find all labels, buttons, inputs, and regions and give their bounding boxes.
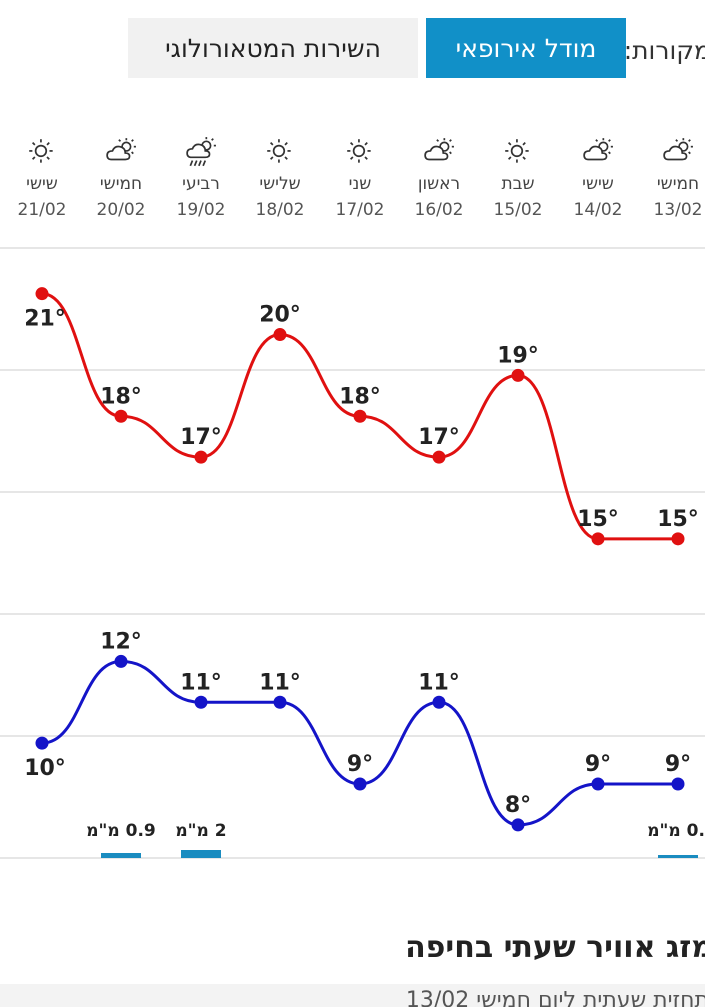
- day-column[interactable]: רביעי 19/02: [166, 130, 236, 220]
- day-date: 17/02: [335, 200, 385, 220]
- partly-cloudy-icon: [106, 138, 136, 161]
- min-temperature-label: 11°: [418, 670, 460, 695]
- min-temperature-point: [432, 695, 446, 709]
- max-temperature-point: [432, 450, 446, 464]
- min-temperature-point: [353, 777, 367, 791]
- min-temperature-point: [671, 777, 685, 791]
- max-temperature-label: 17°: [418, 425, 460, 450]
- day-column[interactable]: חמישי 13/02: [643, 130, 705, 220]
- day-column[interactable]: שישי 14/02: [563, 130, 633, 220]
- min-temperature-point: [194, 695, 208, 709]
- min-temperature-point: [114, 654, 128, 668]
- max-temperature-point: [591, 532, 605, 546]
- partly-cloudy-icon: [663, 138, 693, 161]
- max-temperature-label: 21°: [24, 307, 66, 332]
- day-name: שני: [348, 174, 372, 194]
- day-column[interactable]: שישי 21/02: [7, 130, 77, 220]
- day-date: 16/02: [414, 200, 464, 220]
- min-temperature-label: 9°: [665, 752, 691, 777]
- day-name: שישי: [582, 174, 614, 194]
- sources-label: מקורות:: [623, 36, 705, 65]
- day-date: 18/02: [255, 200, 305, 220]
- day-column[interactable]: שבת 15/02: [483, 130, 553, 220]
- max-temperature-point: [194, 450, 208, 464]
- day-name: שבת: [501, 174, 535, 194]
- min-temperature-point: [511, 818, 525, 832]
- sun-icon: [347, 139, 371, 163]
- rain-icon: [186, 137, 216, 167]
- max-temperature-label: 17°: [180, 425, 222, 450]
- precipitation-bar: [658, 855, 698, 858]
- max-temperature-label: 15°: [577, 507, 619, 532]
- day-name: חמישי: [656, 174, 700, 194]
- min-temperature-label: 10°: [24, 756, 66, 781]
- day-date: 15/02: [493, 200, 543, 220]
- max-temperature-point: [273, 328, 287, 342]
- precipitation-label: 2 מ"מ: [175, 821, 226, 841]
- min-temperature-line: [41, 659, 678, 827]
- sun-icon: [29, 139, 53, 163]
- day-name: רביעי: [182, 174, 220, 194]
- max-temperature-point: [35, 287, 49, 301]
- partly-cloudy-icon: [424, 138, 454, 161]
- min-temperature-label: 8°: [505, 793, 531, 818]
- sun-icon: [267, 139, 291, 163]
- min-temperature-point: [591, 777, 605, 791]
- day-date: 20/02: [96, 200, 146, 220]
- day-column[interactable]: שלישי 18/02: [245, 130, 315, 220]
- day-name: ראשון: [417, 174, 461, 194]
- day-name: שלישי: [259, 174, 301, 194]
- max-temperature-label: 20°: [259, 303, 301, 328]
- sun-icon: [505, 139, 529, 163]
- day-date: 21/02: [17, 200, 67, 220]
- min-temperature-point: [273, 695, 287, 709]
- day-date: 19/02: [176, 200, 226, 220]
- min-temperature-label: 11°: [180, 670, 222, 695]
- hourly-forecast-strip-label: תחזית שעתית ליום חמישי 13/02: [405, 988, 705, 1007]
- day-date: 13/02: [653, 200, 703, 220]
- partly-cloudy-icon: [583, 138, 613, 161]
- european-model-button[interactable]: מודל אירופאי: [426, 18, 626, 78]
- max-temperature-point: [114, 409, 128, 423]
- max-temperature-label: 15°: [657, 507, 699, 532]
- day-date: 14/02: [573, 200, 623, 220]
- precipitation-label: 0.9 מ"מ: [86, 821, 156, 841]
- min-temperature-label: 12°: [100, 629, 142, 654]
- hourly-forecast-strip[interactable]: תחזית שעתית ליום חמישי 13/02: [0, 984, 705, 1007]
- min-temperature-label: 11°: [259, 670, 301, 695]
- max-temperature-point: [671, 532, 685, 546]
- precipitation-bar: [181, 850, 221, 858]
- precipitation-bar: [101, 853, 141, 858]
- max-temperature-label: 18°: [100, 384, 142, 409]
- max-temperature-label: 18°: [339, 384, 381, 409]
- max-temperature-line: [41, 292, 678, 541]
- max-temperature-point: [511, 368, 525, 382]
- hourly-weather-title: מזג אוויר שעתי בחיפה: [405, 930, 705, 965]
- min-temperature-label: 9°: [585, 752, 611, 777]
- meteorological-service-button[interactable]: השירות המטאורולוגי: [128, 18, 418, 78]
- day-column[interactable]: שני 17/02: [325, 130, 395, 220]
- day-column[interactable]: חמישי 20/02: [86, 130, 156, 220]
- day-name: חמישי: [99, 174, 143, 194]
- min-temperature-point: [35, 736, 49, 750]
- temperature-chart: 15° 15° 19° 17° 18° 20° 17° 18° 21° 9° 9° 8° 11° 9° 11…: [0, 247, 705, 859]
- min-temperature-label: 9°: [347, 752, 373, 777]
- max-temperature-label: 19°: [497, 343, 539, 368]
- day-column[interactable]: ראשון 16/02: [404, 130, 474, 220]
- day-name: שישי: [26, 174, 58, 194]
- precipitation-label: 0.1 מ"מ: [647, 821, 705, 841]
- max-temperature-point: [353, 409, 367, 423]
